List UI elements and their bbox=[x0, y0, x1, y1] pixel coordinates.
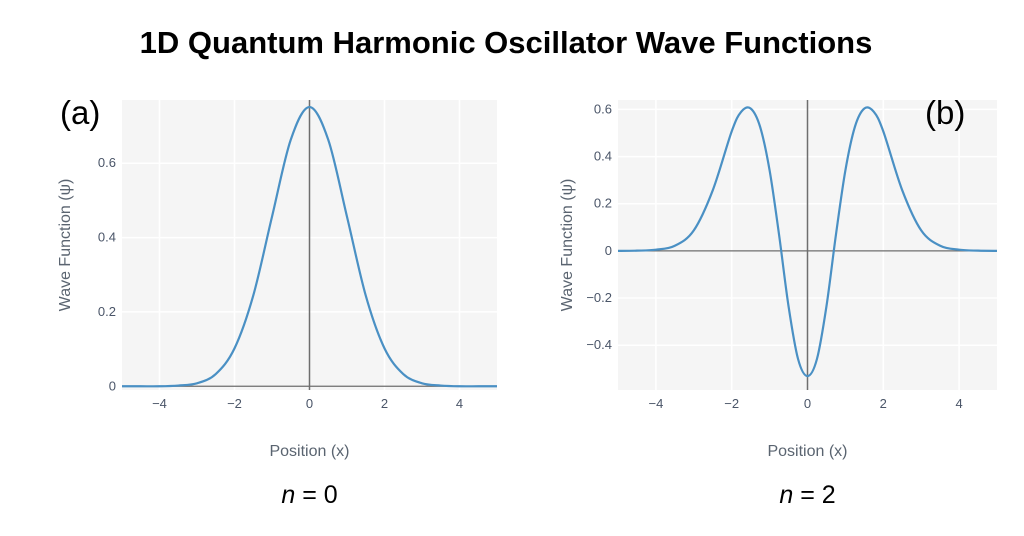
panel-label: (a) bbox=[60, 94, 100, 131]
x-tick-label: −2 bbox=[724, 396, 739, 411]
x-tick-label: 0 bbox=[306, 396, 313, 411]
y-tick-label: −0.2 bbox=[586, 290, 612, 305]
x-tick-label: −4 bbox=[152, 396, 167, 411]
y-tick-label: 0 bbox=[109, 378, 116, 393]
x-tick-label: −4 bbox=[648, 396, 663, 411]
caption-variable: n bbox=[281, 481, 295, 509]
x-tick-label: 2 bbox=[381, 396, 388, 411]
panel-label: (b) bbox=[925, 94, 965, 131]
y-tick-label: 0.2 bbox=[594, 196, 612, 211]
caption-value: = 2 bbox=[793, 481, 835, 509]
wave-function-line bbox=[122, 105, 497, 388]
panel-b: −4 −2 0 2 4 −0.4 −0.2 0 0.2 0.4 0.6 Position (x) Wav… bbox=[559, 94, 998, 509]
caption-variable: n bbox=[779, 481, 793, 509]
y-tick-label: 0.4 bbox=[594, 149, 612, 164]
x-tick-label: −2 bbox=[227, 396, 242, 411]
y-tick-label: 0.4 bbox=[98, 230, 116, 245]
y-tick-label: 0.2 bbox=[98, 304, 116, 319]
y-tick-label: 0.6 bbox=[594, 101, 612, 116]
figure-title: 1D Quantum Harmonic Oscillator Wave Func… bbox=[140, 25, 873, 60]
x-tick-label: 2 bbox=[880, 396, 887, 411]
quantum-number-caption: n = 0 bbox=[281, 481, 337, 509]
caption-value: = 0 bbox=[295, 481, 337, 509]
x-tick-label: 0 bbox=[804, 396, 811, 411]
y-axis-title: Wave Function (ψ) bbox=[559, 179, 576, 312]
y-tick-label: 0.6 bbox=[98, 155, 116, 170]
y-tick-label: −0.4 bbox=[586, 337, 612, 352]
x-tick-label: 4 bbox=[456, 396, 463, 411]
wave-function-line bbox=[617, 106, 998, 378]
quantum-number-caption: n = 2 bbox=[779, 481, 835, 509]
panel-a: −4 −2 0 2 4 0 0.2 0.4 0.6 Position (x) Wave Functi… bbox=[57, 94, 497, 509]
x-axis-title: Position (x) bbox=[767, 443, 847, 460]
y-axis-title: Wave Function (ψ) bbox=[57, 179, 74, 312]
x-axis-title: Position (x) bbox=[269, 443, 349, 460]
y-tick-label: 0 bbox=[605, 243, 612, 258]
x-tick-label: 4 bbox=[955, 396, 962, 411]
